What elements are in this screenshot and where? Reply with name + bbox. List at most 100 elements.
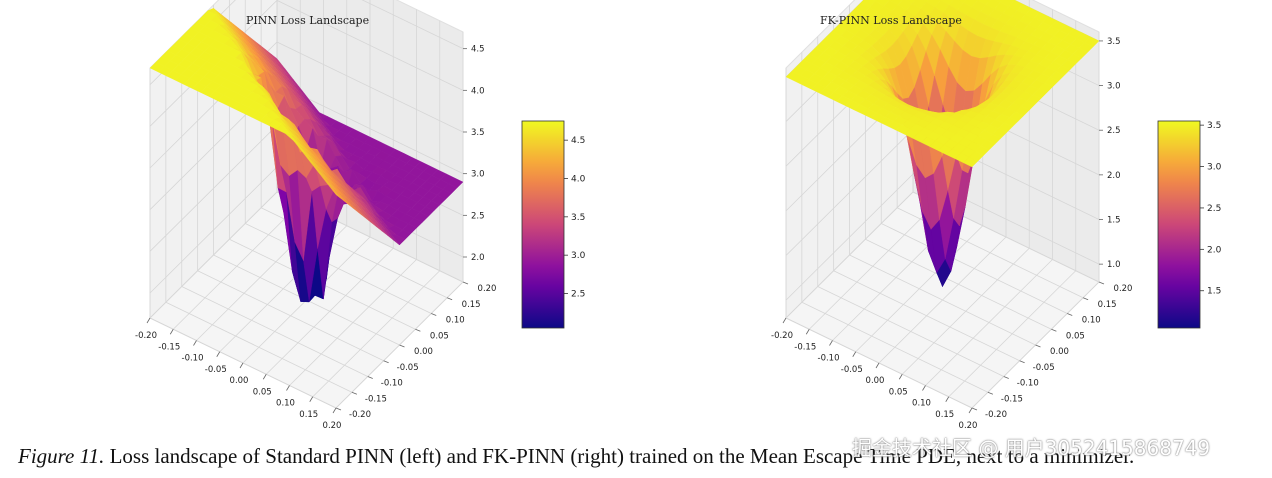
surface-patch <box>963 156 979 168</box>
fkpinn-plot-title: FK-PINN Loss Landscape <box>820 14 962 27</box>
x-tick-label: 0.00 <box>230 376 249 386</box>
x-tick-label: 0.20 <box>959 421 978 430</box>
z-tick-label: 2.0 <box>471 253 485 263</box>
x-tick-label: -0.20 <box>135 331 157 341</box>
y-tick-label: -0.15 <box>1001 394 1023 404</box>
y-tick-label: -0.20 <box>349 410 371 420</box>
y-tick-label: -0.20 <box>985 410 1007 420</box>
y-tick-label: 0.20 <box>478 284 497 294</box>
x-tick-mark <box>146 317 151 324</box>
y-tick-label: 0.00 <box>1050 347 1069 357</box>
y-tick-mark <box>1051 328 1057 332</box>
x-tick-mark <box>922 385 926 391</box>
x-tick-label: 0.10 <box>276 399 295 409</box>
loss-surface <box>785 0 1100 288</box>
x-tick-label: 0.00 <box>866 376 885 386</box>
x-tick-label: -0.10 <box>182 354 204 364</box>
y-tick-mark <box>971 407 978 411</box>
x-tick-mark <box>945 396 950 402</box>
x-tick-mark <box>805 329 810 335</box>
colorbar <box>521 120 565 329</box>
x-tick-label: -0.15 <box>158 342 180 352</box>
x-tick-mark <box>898 374 903 380</box>
y-tick-mark <box>383 360 389 364</box>
y-tick-mark <box>1098 281 1105 285</box>
loss-surface <box>149 8 464 303</box>
z-tick-label: 3.0 <box>471 170 485 180</box>
z-tick-label: 2.0 <box>1107 171 1121 181</box>
x-tick-mark <box>782 317 787 324</box>
y-tick-label: 0.20 <box>1114 284 1133 294</box>
y-tick-mark <box>1082 297 1089 301</box>
colorbar <box>1157 120 1201 329</box>
x-tick-mark <box>239 362 244 369</box>
y-tick-mark <box>1019 360 1025 364</box>
y-tick-label: -0.15 <box>365 394 387 404</box>
x-tick-mark <box>968 407 973 414</box>
x-tick-mark <box>852 351 857 357</box>
figure-caption: Figure 11. Loss landscape of Standard PI… <box>18 444 1258 469</box>
y-tick-mark <box>987 391 994 395</box>
colorbar-tick-label: 2.5 <box>571 290 585 300</box>
x-tick-mark <box>262 374 267 380</box>
y-tick-mark <box>335 407 342 411</box>
colorbar-tick-label: 1.5 <box>1207 287 1221 297</box>
y-tick-mark <box>367 376 373 379</box>
surface-patch <box>327 183 342 200</box>
x-tick-mark <box>332 407 337 414</box>
watermark: 掘金技术社区 @ 用户3052415868749 <box>852 436 1211 460</box>
colorbar-tick-label: 3.0 <box>571 251 586 261</box>
y-tick-mark <box>1067 313 1073 316</box>
colorbar-tick-label: 4.0 <box>571 175 586 185</box>
y-tick-mark <box>1003 376 1009 379</box>
y-tick-mark <box>431 313 437 316</box>
x-tick-label: 0.10 <box>912 399 931 409</box>
z-tick-label: 3.5 <box>1107 37 1121 47</box>
y-tick-mark <box>399 344 405 348</box>
colorbar-tick-label: 3.5 <box>1207 121 1221 131</box>
x-tick-label: 0.05 <box>253 387 272 397</box>
z-tick-label: 4.5 <box>471 45 485 55</box>
y-tick-mark <box>462 281 469 285</box>
z-tick-label: 3.0 <box>1107 82 1121 92</box>
fkpinn-surface-plot: -0.20-0.15-0.10-0.050.000.050.100.150.20… <box>771 0 1222 431</box>
x-tick-mark <box>193 340 197 346</box>
z-tick-label: 2.5 <box>1107 126 1121 136</box>
x-tick-label: -0.05 <box>841 365 863 375</box>
x-tick-label: 0.15 <box>935 410 954 420</box>
y-tick-label: 0.10 <box>446 316 465 326</box>
colorbar-tick-label: 2.0 <box>1207 245 1222 255</box>
figure-label: Figure 11. <box>18 444 105 468</box>
y-tick-mark <box>415 328 421 332</box>
y-tick-label: 0.10 <box>1082 316 1101 326</box>
x-tick-mark <box>875 362 880 369</box>
z-tick-label: 1.5 <box>1107 216 1121 226</box>
z-tick-label: 3.5 <box>471 128 485 138</box>
z-tick-label: 1.0 <box>1107 260 1121 270</box>
caption-text: Loss landscape of Standard PINN (left) a… <box>104 444 1135 468</box>
x-tick-label: 0.20 <box>323 421 342 430</box>
y-tick-label: -0.05 <box>397 363 419 373</box>
x-tick-label: 0.05 <box>889 387 908 397</box>
pinn-surface-plot: -0.20-0.15-0.10-0.050.000.050.100.150.20… <box>135 0 586 431</box>
pinn-plot-title: PINN Loss Landscape <box>246 14 370 27</box>
y-tick-label: -0.10 <box>1017 379 1039 389</box>
x-tick-mark <box>216 351 221 357</box>
x-tick-label: -0.15 <box>794 342 816 352</box>
x-tick-mark <box>829 340 833 346</box>
y-tick-label: 0.05 <box>430 331 449 341</box>
colorbar-tick-label: 4.5 <box>571 136 585 146</box>
z-tick-label: 2.5 <box>471 211 485 221</box>
x-tick-mark <box>169 329 174 335</box>
colorbar-tick-label: 3.0 <box>1207 163 1222 173</box>
colorbar-tick-label: 3.5 <box>571 213 585 223</box>
x-tick-mark <box>309 396 314 402</box>
y-tick-label: 0.05 <box>1066 331 1085 341</box>
y-tick-label: 0.00 <box>414 347 433 357</box>
x-tick-label: 0.15 <box>299 410 318 420</box>
y-tick-mark <box>1035 344 1041 348</box>
colorbar-tick-label: 2.5 <box>1207 204 1221 214</box>
y-tick-label: 0.15 <box>1098 300 1117 310</box>
x-tick-label: -0.10 <box>818 354 840 364</box>
pinn-loss-panel: PINN Loss Landscape -0.20 -0.15 -0.10 -0.05… <box>0 0 636 431</box>
